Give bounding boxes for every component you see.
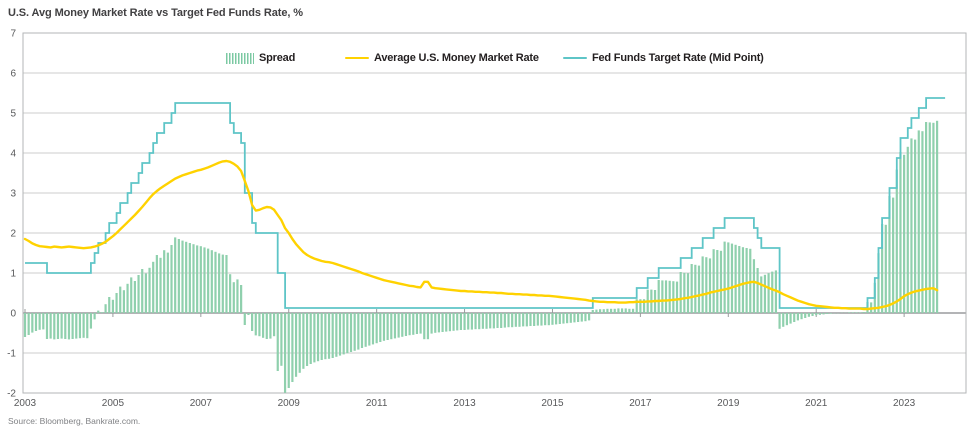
chart-title: U.S. Avg Money Market Rate vs Target Fed…	[8, 7, 303, 19]
legend-item-spread: Spread	[226, 51, 295, 65]
teal-line-swatch-icon	[563, 57, 587, 59]
svg-text:2009: 2009	[278, 398, 301, 409]
source-attribution: Source: Bloomberg, Bankrate.com.	[8, 416, 141, 426]
svg-text:4: 4	[10, 149, 16, 160]
svg-text:2019: 2019	[717, 398, 740, 409]
svg-text:5: 5	[10, 109, 16, 120]
svg-text:2005: 2005	[102, 398, 125, 409]
spread-bars-swatch-icon	[226, 52, 254, 64]
svg-text:2015: 2015	[541, 398, 564, 409]
svg-text:3: 3	[10, 189, 16, 200]
svg-text:-1: -1	[7, 349, 16, 360]
svg-text:2013: 2013	[453, 398, 476, 409]
legend-item-money-market-rate: Average U.S. Money Market Rate	[345, 51, 539, 65]
legend-item-fed-funds-target: Fed Funds Target Rate (Mid Point)	[563, 51, 764, 65]
svg-text:2017: 2017	[629, 398, 652, 409]
svg-text:6: 6	[10, 69, 16, 80]
yellow-line-swatch-icon	[345, 56, 369, 60]
svg-text:2021: 2021	[805, 398, 828, 409]
svg-text:-2: -2	[7, 389, 16, 400]
svg-text:1: 1	[10, 269, 16, 280]
legend-label-fed-funds-target: Fed Funds Target Rate (Mid Point)	[592, 52, 764, 64]
svg-text:0: 0	[10, 309, 16, 320]
legend-label-spread: Spread	[259, 52, 296, 64]
svg-text:2023: 2023	[893, 398, 916, 409]
svg-text:2007: 2007	[190, 398, 213, 409]
svg-text:2011: 2011	[366, 398, 388, 409]
svg-text:2003: 2003	[14, 398, 37, 409]
svg-text:7: 7	[10, 29, 16, 40]
svg-text:2: 2	[10, 229, 16, 240]
legend-label-money-market-rate: Average U.S. Money Market Rate	[374, 52, 539, 64]
